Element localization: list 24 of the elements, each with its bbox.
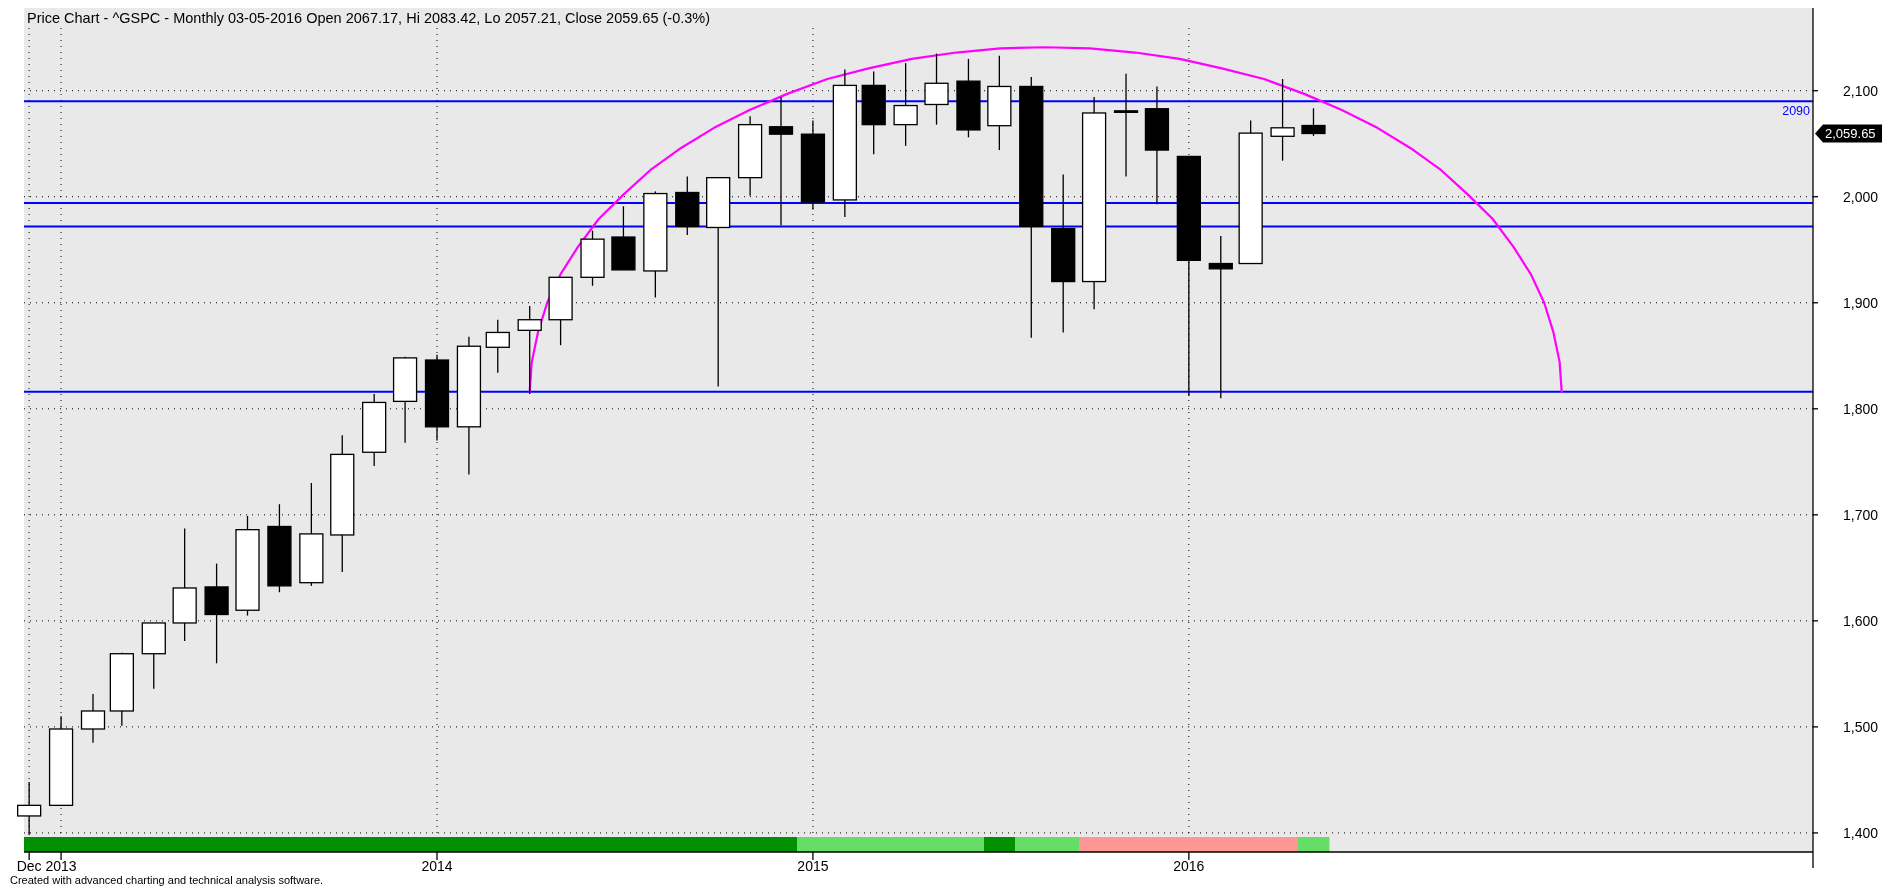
- x-tick-label: Dec: [16, 858, 42, 874]
- ref-line-label: 2090: [1782, 104, 1811, 119]
- line-series: [528, 46, 1563, 393]
- y-tick-label: 1,500: [1842, 718, 1879, 735]
- candlestick: [80, 693, 106, 744]
- y-tick-label: 2,000: [1842, 188, 1879, 205]
- y-tick-label: 1,600: [1842, 612, 1879, 629]
- candlestick: [1301, 107, 1326, 137]
- text: Created with advanced charting and technical analysis software.: [10, 874, 324, 886]
- y-tick-label: 2,100: [1842, 82, 1879, 99]
- y-tick-label: 1,800: [1842, 400, 1879, 417]
- candlestick: [517, 305, 542, 395]
- chart-title: Price Chart - ^GSPC - Monthly 03-05-2016 Open 2067.17, Hi 2083.42, Lo 2057.21, Close 2059.65 (-0.3%): [27, 10, 711, 26]
- y-tick-label: 1,400: [1842, 824, 1879, 841]
- y-tick-label: 1,900: [1842, 294, 1879, 311]
- candlestick: [924, 52, 949, 126]
- x-tick-label: 2015: [797, 858, 829, 874]
- x-tick-label: 2016: [1173, 858, 1205, 874]
- text: 2,059.65: [1825, 126, 1876, 142]
- x-tick-label: 2014: [421, 858, 453, 874]
- x-tick-label: 2013: [45, 858, 77, 874]
- candlestick: [768, 96, 794, 227]
- y-tick-label: 1,700: [1842, 506, 1879, 523]
- candlestick: [485, 319, 510, 374]
